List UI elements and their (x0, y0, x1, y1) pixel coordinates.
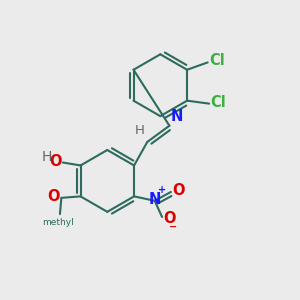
Text: −: − (169, 222, 177, 232)
Text: O: O (49, 154, 61, 169)
Text: O: O (47, 189, 60, 204)
Text: Cl: Cl (209, 53, 225, 68)
Text: O: O (164, 211, 176, 226)
Text: methyl: methyl (43, 218, 74, 227)
Text: Cl: Cl (211, 95, 226, 110)
Text: H: H (134, 124, 144, 137)
Text: N: N (171, 109, 183, 124)
Text: N: N (148, 192, 161, 207)
Text: O: O (172, 183, 185, 198)
Text: +: + (158, 185, 166, 196)
Text: H: H (41, 150, 52, 164)
